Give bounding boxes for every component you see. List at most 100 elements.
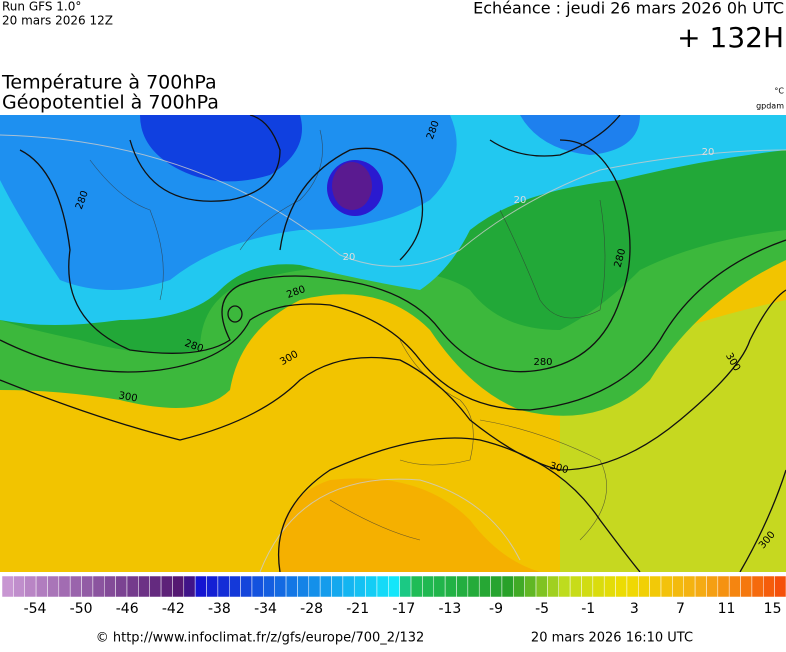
colorbar-swatch (194, 575, 207, 598)
colorbar-swatch (490, 575, 503, 598)
contour (129, 115, 281, 202)
colorbar-swatch (535, 575, 548, 598)
colorbar-swatch (751, 575, 764, 598)
contour (0, 239, 786, 411)
colorbar-swatch (706, 575, 719, 598)
colorbar-swatch (615, 575, 628, 598)
colorbar-swatch (365, 575, 378, 598)
colorbar-swatch (524, 575, 537, 598)
colorbar-swatch (160, 575, 173, 598)
colorbar-swatch (740, 575, 753, 598)
field-hot (278, 478, 540, 572)
colorbar-swatch (638, 575, 650, 598)
forecast-time: Echéance : jeudi 26 mars 2026 0h UTC (473, 0, 784, 18)
unit-geopotential: gpdam (756, 102, 784, 111)
colorbar: -54 -50 -46 -42 -38 -34 -28 -21 -17 -13 -9 -5 -1 3 7 11… (1, 575, 786, 617)
colorbar-swatch (274, 575, 287, 598)
colorbar-swatch (467, 575, 480, 598)
isotherm (259, 478, 521, 572)
isotherm-label: 20 (702, 147, 715, 158)
title-geopotential: Géopotentiel à 700hPa (2, 92, 219, 114)
colorbar-swatch (694, 575, 707, 598)
colorbar-swatch (149, 575, 162, 598)
colorbar-label: -38 (208, 601, 231, 617)
colorbar-swatch (217, 575, 230, 598)
contour-label: 280 (613, 247, 629, 268)
colorbar-swatch (81, 575, 94, 598)
colorbar-swatch (763, 575, 775, 598)
field-polar (140, 115, 302, 182)
contour (227, 305, 243, 323)
colorbar-swatch (263, 575, 275, 598)
colorbar-swatch (331, 575, 344, 598)
colorbar-swatch (433, 575, 446, 598)
contour-label: 280 (533, 357, 552, 368)
contour (279, 147, 424, 261)
colorbar-swatch (376, 575, 389, 598)
contour (19, 139, 631, 373)
title-temperature: Température à 700hPa (1, 72, 217, 94)
colorbar-swatch (592, 575, 605, 598)
colorbar-swatch (649, 575, 662, 598)
colorbar-swatch (456, 575, 469, 598)
colorbar-label: -54 (24, 601, 47, 617)
colorbar-swatch (58, 575, 71, 598)
generated-time: 20 mars 2026 16:10 UTC (531, 631, 693, 646)
isotherm (0, 134, 786, 267)
contour (489, 115, 621, 157)
run-model: Run GFS 1.0° (2, 0, 81, 14)
colorbar-swatch (683, 575, 696, 598)
colorbar-swatch (581, 575, 594, 598)
colorbar-swatch (24, 575, 37, 598)
unit-temperature: °C (774, 87, 784, 96)
isotherm-label: 20 (514, 195, 527, 206)
colorbar-swatch (478, 575, 491, 598)
colorbar-swatch (728, 575, 741, 598)
colorbar-swatch (92, 575, 105, 598)
isotherm-label: 20 (343, 252, 356, 263)
colorbar-swatch (285, 575, 298, 598)
colorbar-swatch (660, 575, 673, 598)
colorbar-label: -28 (300, 601, 323, 617)
colorbar-label: -42 (162, 601, 185, 617)
colorbar-swatch (35, 575, 48, 598)
colorbar-swatch (558, 575, 571, 598)
colorbar-swatch (399, 575, 412, 598)
colorbar-swatch (251, 575, 264, 598)
colorbar-swatch (626, 575, 639, 598)
contour-label: 300 (548, 461, 569, 477)
field-frigid (0, 115, 457, 290)
colorbar-label: -50 (70, 601, 93, 617)
colorbar-swatch (569, 575, 582, 598)
colorbar-swatch (115, 575, 128, 598)
contour-label: 300 (118, 390, 139, 404)
colorbar-label: 15 (764, 601, 782, 617)
colorbar-label: -5 (535, 601, 549, 617)
colorbar-label: 3 (630, 601, 639, 617)
colorbar-label: -21 (346, 601, 369, 617)
colorbar-swatch (1, 575, 14, 598)
contour (277, 437, 641, 572)
colorbar-label: -17 (392, 601, 415, 617)
contour (739, 469, 786, 572)
colorbar-swatch (672, 575, 684, 598)
colorbar-swatch (126, 575, 139, 598)
colorbar-swatch (342, 575, 355, 598)
colorbar-swatch (547, 575, 560, 598)
colorbar-label: -34 (254, 601, 277, 617)
colorbar-swatch (501, 575, 514, 598)
colorbar-swatch (228, 575, 241, 598)
colorbar-swatch (422, 575, 435, 598)
colorbar-swatch (388, 575, 400, 598)
colorbar-swatch (410, 575, 423, 598)
colorbar-swatch (69, 575, 82, 598)
colorbar-swatch (206, 575, 219, 598)
colorbar-label: -9 (489, 601, 503, 617)
run-date: 20 mars 2026 12Z (2, 14, 113, 28)
colorbar-swatch (138, 575, 150, 598)
colorbar-swatch (513, 575, 525, 598)
colorbar-swatch (444, 575, 457, 598)
colorbar-swatch (240, 575, 253, 598)
